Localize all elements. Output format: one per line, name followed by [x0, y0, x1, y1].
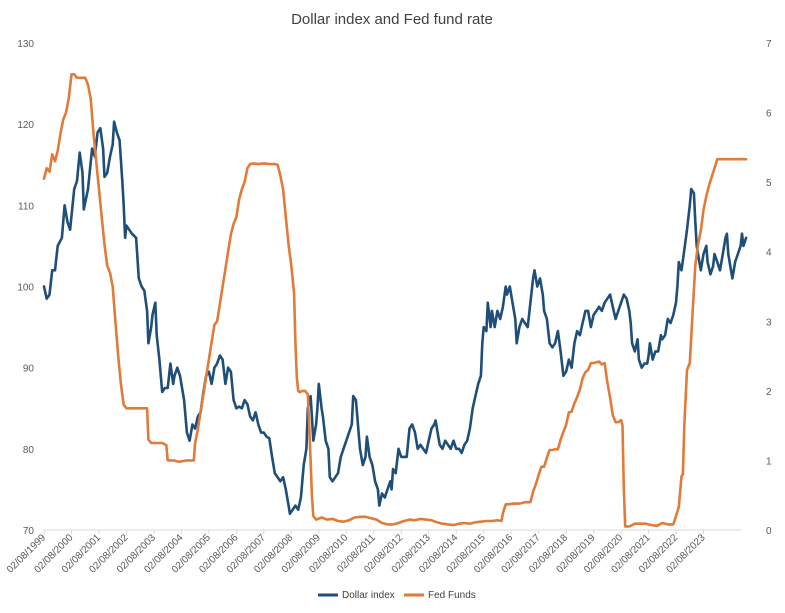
series-line-fed-funds — [42, 73, 748, 528]
right-tick-label: 6 — [766, 109, 772, 120]
left-tick-label: 130 — [17, 39, 34, 50]
right-tick-label: 0 — [766, 526, 772, 537]
right-tick-label: 4 — [766, 248, 772, 259]
left-tick-label: 110 — [18, 201, 34, 212]
right-tick-label: 2 — [766, 387, 772, 398]
legend-label-fed-funds: Fed Funds — [428, 590, 476, 601]
series-line-dollar-index — [42, 120, 748, 516]
left-tick-label: 120 — [17, 120, 34, 131]
left-tick-label: 100 — [17, 283, 34, 294]
right-tick-label: 3 — [766, 317, 772, 328]
left-tick-label: 70 — [23, 526, 35, 537]
left-tick-label: 80 — [23, 445, 35, 456]
right-tick-label: 1 — [766, 456, 772, 467]
legend-label-dollar-index: Dollar index — [342, 590, 395, 601]
legend: Dollar index Fed Funds — [318, 590, 476, 601]
series-layer — [42, 73, 748, 528]
left-tick-label: 90 — [23, 364, 35, 375]
right-tick-label: 5 — [766, 178, 772, 189]
left-axis-ticks: 70 80 90 100 110 120 130 — [17, 39, 34, 537]
right-tick-label: 7 — [766, 39, 772, 50]
chart-title: Dollar index and Fed fund rate — [291, 11, 493, 28]
right-axis-ticks: 0 1 2 3 4 5 6 7 — [766, 39, 772, 537]
